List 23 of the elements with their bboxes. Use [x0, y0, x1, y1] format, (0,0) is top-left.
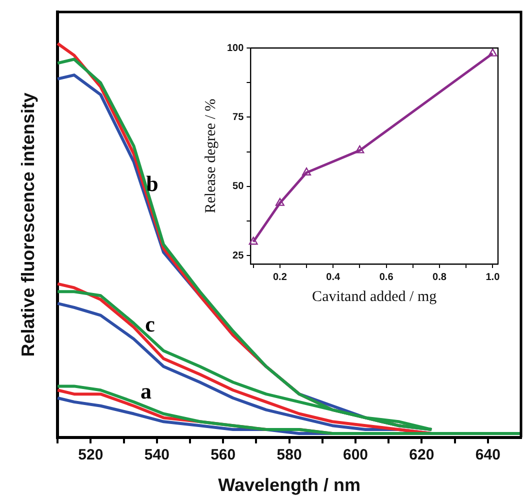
x-tick-label: 620 [409, 446, 434, 464]
x-tick-label: 520 [78, 446, 104, 464]
y-tick-label: 100 [226, 42, 244, 54]
x-tick-label: 0.4 [326, 272, 341, 283]
annotation: c [145, 312, 156, 337]
x-tick-label: 640 [475, 446, 500, 464]
x-tick-label: 540 [144, 446, 170, 464]
x-axis-title: Cavitand added / mg [312, 288, 438, 305]
x-tick-label: 0.2 [272, 272, 288, 283]
annotation: b [146, 171, 158, 196]
x-axis-title: Wavelength / nm [218, 475, 360, 496]
annotation: a [140, 378, 152, 404]
y-tick-label: 75 [232, 112, 244, 123]
y-tick-label: 25 [232, 250, 244, 262]
x-tick-label: 600 [342, 446, 368, 464]
x-tick-label: 0.6 [379, 272, 394, 283]
y-axis-title: Relative fluorescence intensity [18, 92, 38, 357]
x-tick-label: 0.8 [432, 272, 447, 283]
y-tick-label: 50 [232, 181, 244, 192]
x-tick-label: 560 [210, 446, 236, 464]
y-axis-title: Release degree / % [202, 98, 219, 214]
x-tick-label: 580 [276, 446, 302, 464]
x-tick-label: 1.0 [486, 272, 500, 283]
